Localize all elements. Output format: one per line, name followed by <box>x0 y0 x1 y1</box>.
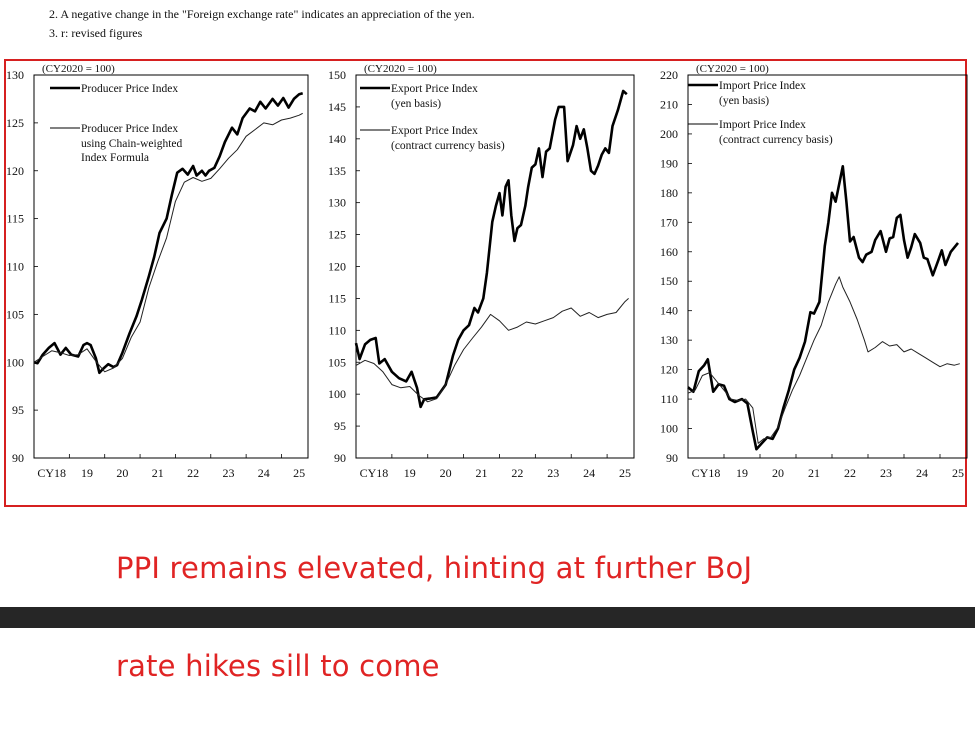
legend-label: Import Price Index (yen basis) <box>719 80 806 107</box>
y-tick-label: 115 <box>328 291 346 305</box>
series-line-export-secondary <box>355 298 629 403</box>
series-line-ppi-main <box>33 91 304 375</box>
y-tick-label: 210 <box>660 97 678 111</box>
series-line-import-main <box>687 165 960 451</box>
y-tick-label: 190 <box>660 156 678 170</box>
legend-label: Export Price Index (contract currency bas… <box>391 125 505 152</box>
x-tick-label: 20 <box>116 466 128 480</box>
x-tick-label: 23 <box>222 466 234 480</box>
unit-label-ppi: (CY2020 = 100) <box>42 63 115 75</box>
y-tick-label: 150 <box>328 68 346 82</box>
y-tick-label: 95 <box>334 419 346 433</box>
y-tick-label: 135 <box>328 164 346 178</box>
x-tick-label: 23 <box>547 466 559 480</box>
legend-label: Export Price Index (yen basis) <box>391 83 478 110</box>
series-line-export-main <box>354 89 628 409</box>
y-tick-label: 140 <box>328 132 346 146</box>
x-tick-label: CY18 <box>37 466 66 480</box>
plot-frame-import <box>687 74 968 459</box>
y-tick-label: 200 <box>660 127 678 141</box>
x-tick-label: 19 <box>404 466 416 480</box>
y-tick-label: 90 <box>12 451 24 465</box>
caption-line-2: rate hikes sill to come <box>116 649 440 683</box>
x-tick-label: 22 <box>844 466 856 480</box>
footnote-2: 2. A negative change in the "Foreign exc… <box>49 7 475 21</box>
x-tick-label: 20 <box>772 466 784 480</box>
x-tick-label: 25 <box>952 466 964 480</box>
y-tick-label: 100 <box>660 422 678 436</box>
y-tick-label: 100 <box>6 355 24 369</box>
y-tick-label: 110 <box>328 323 346 337</box>
y-tick-label: 105 <box>328 355 346 369</box>
x-tick-label: 25 <box>619 466 631 480</box>
y-tick-label: 180 <box>660 186 678 200</box>
legend-label: Producer Price Index <box>81 83 178 95</box>
x-tick-label: 20 <box>440 466 452 480</box>
chart-producer-price-index: (CY2020 = 100) 90 95 100 105 110 115 120 125 130 C… <box>6 63 309 480</box>
y-tick-label: 170 <box>660 215 678 229</box>
y-tick-label: 90 <box>666 451 678 465</box>
highlight-frame <box>4 59 967 507</box>
y-tick-label: 105 <box>6 307 24 321</box>
x-tick-label: 24 <box>916 466 928 480</box>
x-tick-label: 24 <box>258 466 270 480</box>
y-tick-label: 120 <box>6 164 24 178</box>
x-tick-label: 21 <box>152 466 164 480</box>
x-tick-label: 25 <box>293 466 305 480</box>
footnote-3: 3. r: revised figures <box>49 26 143 40</box>
y-tick-label: 125 <box>6 116 24 130</box>
y-tick-label: 220 <box>660 68 678 82</box>
x-tick-label: 19 <box>736 466 748 480</box>
legend-label: Producer Price Index using Chain-weighted… <box>81 123 182 164</box>
legend-label: Import Price Index (contract currency bas… <box>719 119 833 146</box>
y-tick-label: 150 <box>660 274 678 288</box>
y-tick-label: 160 <box>660 245 678 259</box>
y-tick-label: 145 <box>328 100 346 114</box>
x-tick-label: CY18 <box>360 466 389 480</box>
x-tick-label: 19 <box>81 466 93 480</box>
x-tick-label: 21 <box>808 466 820 480</box>
y-tick-label: 120 <box>328 260 346 274</box>
x-tick-label: 23 <box>880 466 892 480</box>
x-tick-label: 21 <box>476 466 488 480</box>
y-tick-label: 100 <box>328 387 346 401</box>
unit-label-export: (CY2020 = 100) <box>364 63 437 75</box>
y-tick-label: 90 <box>334 451 346 465</box>
y-tick-label: 130 <box>328 196 346 210</box>
series-line-import-secondary <box>687 276 960 444</box>
x-tick-label: CY18 <box>692 466 721 480</box>
y-tick-label: 125 <box>328 228 346 242</box>
x-tick-label: 22 <box>187 466 199 480</box>
chart-export-price-index: (CY2020 = 100) 90 95 100 105 110 115 120 125 130 1… <box>328 63 635 480</box>
x-tick-label: 22 <box>511 466 523 480</box>
y-tick-label: 130 <box>660 333 678 347</box>
divider-bar <box>0 607 975 628</box>
x-tick-label: 24 <box>583 466 595 480</box>
caption-line-1: PPI remains elevated, hinting at further… <box>116 551 753 585</box>
y-tick-label: 95 <box>12 403 24 417</box>
y-tick-label: 110 <box>6 260 24 274</box>
y-tick-label: 110 <box>660 392 678 406</box>
y-tick-label: 140 <box>660 304 678 318</box>
series-line-ppi-secondary <box>33 112 303 373</box>
chart-import-price-index: (CY2020 = 100) 90 100 110 120 130 140 150 160 170… <box>660 63 968 480</box>
y-tick-label: 130 <box>6 68 24 82</box>
y-tick-label: 120 <box>660 363 678 377</box>
y-tick-label: 115 <box>6 212 24 226</box>
unit-label-import: (CY2020 = 100) <box>696 63 769 75</box>
